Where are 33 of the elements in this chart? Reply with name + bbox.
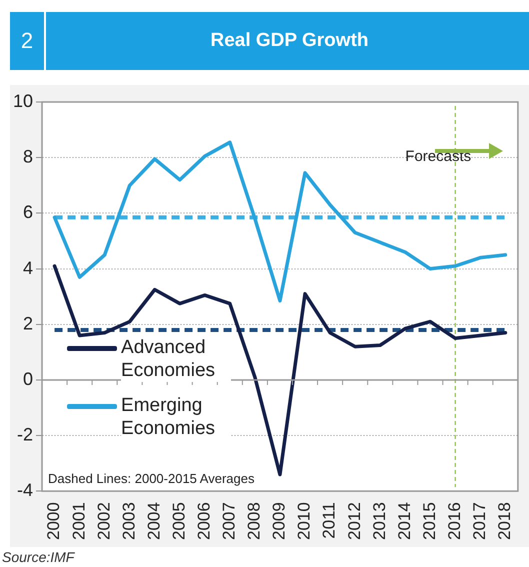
x-tick-label: 2007 <box>220 502 239 540</box>
source-note: Source:IMF <box>2 549 74 565</box>
y-tick-label: 10 <box>12 90 34 111</box>
legend-label: Emerging Economies <box>121 394 232 440</box>
x-tick-label: 2006 <box>194 502 214 540</box>
y-tick-label: 0 <box>23 368 34 389</box>
y-tick-label: 2 <box>23 313 34 334</box>
x-tick-label: 2015 <box>420 502 439 540</box>
x-tick-label: 2018 <box>495 502 514 540</box>
y-tick-label: 4 <box>23 258 34 278</box>
x-tick-label: 2009 <box>270 502 289 540</box>
x-tick-label: 2008 <box>244 502 264 540</box>
x-tick-label: 2016 <box>444 502 464 540</box>
x-tick-label: 2017 <box>470 502 490 540</box>
x-tick-label: 2014 <box>394 502 414 540</box>
legend-label: Advanced Economies <box>121 336 232 382</box>
x-tick-label: 2001 <box>69 502 88 540</box>
x-tick-label: 2002 <box>94 502 114 540</box>
annotation: Forecasts <box>405 147 472 167</box>
x-tick-label: 2013 <box>370 502 389 540</box>
x-tick-label: 2012 <box>344 502 364 540</box>
x-tick-label: 2010 <box>294 502 314 540</box>
x-tick-label: 2004 <box>144 502 164 540</box>
chart-title: Real GDP Growth <box>209 29 370 53</box>
y-tick-label: 8 <box>23 146 34 167</box>
x-tick-label: 2011 <box>320 502 339 539</box>
y-tick-label: -2 <box>17 424 34 445</box>
x-tick-label: 2005 <box>169 502 188 540</box>
x-tick-label: 2000 <box>44 502 64 540</box>
y-tick-label: 6 <box>23 202 34 222</box>
annotation: Dashed Lines: 2000-2015 Averages <box>48 471 254 486</box>
y-tick-label: -4 <box>17 480 34 500</box>
x-tick-label: 2003 <box>119 502 138 540</box>
